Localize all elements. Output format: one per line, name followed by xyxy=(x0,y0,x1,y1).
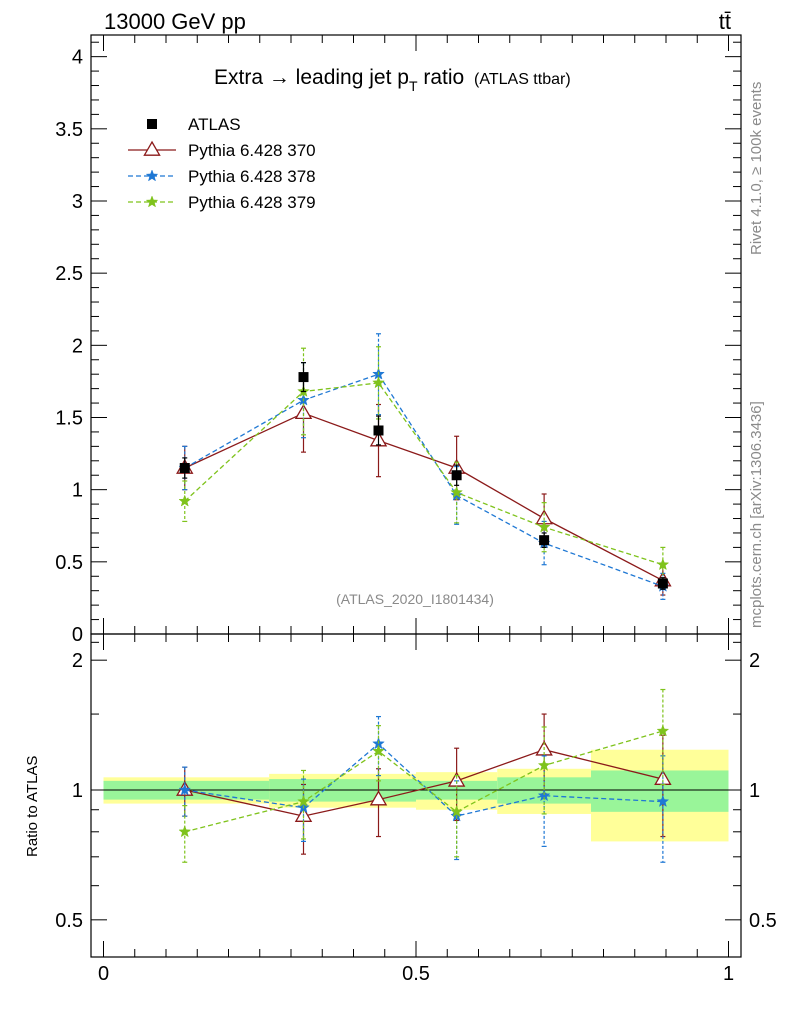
atlas-point xyxy=(179,463,190,474)
legend-marker xyxy=(145,195,159,208)
series-point-ratio xyxy=(656,794,670,808)
series-line-main xyxy=(184,382,664,566)
legend-marker xyxy=(143,140,161,156)
rivet-label: Rivet 4.1.0, ≥ 100k events xyxy=(748,82,765,255)
mcplots-label: mcplots.cern.ch [arXiv:1306.3436] xyxy=(748,401,765,628)
atlas-point xyxy=(298,372,309,383)
ratio-y-tick-label-right: 1 xyxy=(749,780,760,802)
main-y-tick-label: 4 xyxy=(72,47,83,69)
main-y-tick-label: 0.5 xyxy=(55,552,83,574)
series-point-main xyxy=(294,403,313,420)
atlas-point xyxy=(451,470,462,481)
series-point-main xyxy=(450,485,464,498)
series-point-main xyxy=(656,558,670,571)
series-point-ratio xyxy=(450,809,464,822)
series-line-ratio xyxy=(184,749,664,817)
analysis-label: (ATLAS_2020_I1801434) xyxy=(336,591,494,607)
series-point-ratio xyxy=(656,724,670,737)
main-y-tick-label: 1 xyxy=(72,480,83,502)
ratio-axis-label: Ratio to ATLAS xyxy=(24,756,41,857)
process-label: tt̄ xyxy=(719,9,731,34)
legend: ATLAS Pythia 6.428 370 Pythia 6.428 378 Pyt… xyxy=(128,115,316,212)
legend-marker xyxy=(145,169,159,182)
series-point-ratio xyxy=(372,744,385,757)
axes-layer: 0 0.5 1 1.5 2 2.5 3 3.5 4 0.5 0.5 1 1 2 2 0 0.5 1 xyxy=(55,35,777,985)
legend-label: ATLAS xyxy=(188,115,241,134)
series-point-main xyxy=(372,376,385,389)
series-point-main xyxy=(537,520,551,533)
main-y-tick-label: 2 xyxy=(72,335,83,357)
series-point-main xyxy=(178,494,192,507)
ratio-y-tick-label: 0.5 xyxy=(55,910,83,932)
main-y-tick-label: 0 xyxy=(72,624,83,646)
legend-label: Pythia 6.428 370 xyxy=(188,141,316,160)
ratio-y-tick-label: 1 xyxy=(72,780,83,802)
atlas-data-layer xyxy=(179,362,668,590)
title-subscript: T xyxy=(409,78,418,94)
main-y-tick-label: 2.5 xyxy=(55,263,83,285)
series-point-ratio xyxy=(369,790,388,806)
legend-label: Pythia 6.428 378 xyxy=(188,167,316,186)
series-line-main xyxy=(184,412,664,582)
series-point-ratio xyxy=(178,783,192,796)
main-y-tick-label: 3.5 xyxy=(55,119,83,141)
series-line-ratio xyxy=(184,742,663,817)
atlas-point xyxy=(373,425,384,436)
ratio-y-tick-label-right: 2 xyxy=(749,650,760,672)
title-rest: ratio xyxy=(418,66,465,89)
main-y-tick-label: 1.5 xyxy=(55,407,83,429)
legend-label: Pythia 6.428 379 xyxy=(188,193,316,212)
title-main: Extra → leading jet p xyxy=(214,66,409,89)
chart-title: Extra → leading jet pT ratio (ATLAS ttba… xyxy=(214,66,571,94)
ratio-y-tick-label: 2 xyxy=(72,650,83,672)
x-tick-label: 0 xyxy=(98,963,109,985)
series-line-main xyxy=(184,373,664,588)
ratio-bands xyxy=(103,749,729,842)
atlas-point xyxy=(539,535,550,546)
series-point-ratio xyxy=(450,805,464,818)
main-y-tick-label: 3 xyxy=(72,191,83,213)
ratio-y-tick-label-right: 0.5 xyxy=(749,910,777,932)
series-point-ratio xyxy=(537,758,551,771)
atlas-point xyxy=(657,578,668,589)
title-tag: (ATLAS ttbar) xyxy=(474,71,571,88)
series-point-ratio xyxy=(297,794,310,808)
x-tick-label: 1 xyxy=(723,963,734,985)
energy-label: 13000 GeV pp xyxy=(104,9,246,34)
legend-marker xyxy=(147,119,157,129)
x-tick-label: 0.5 xyxy=(402,963,430,985)
series-point-ratio xyxy=(178,825,192,838)
